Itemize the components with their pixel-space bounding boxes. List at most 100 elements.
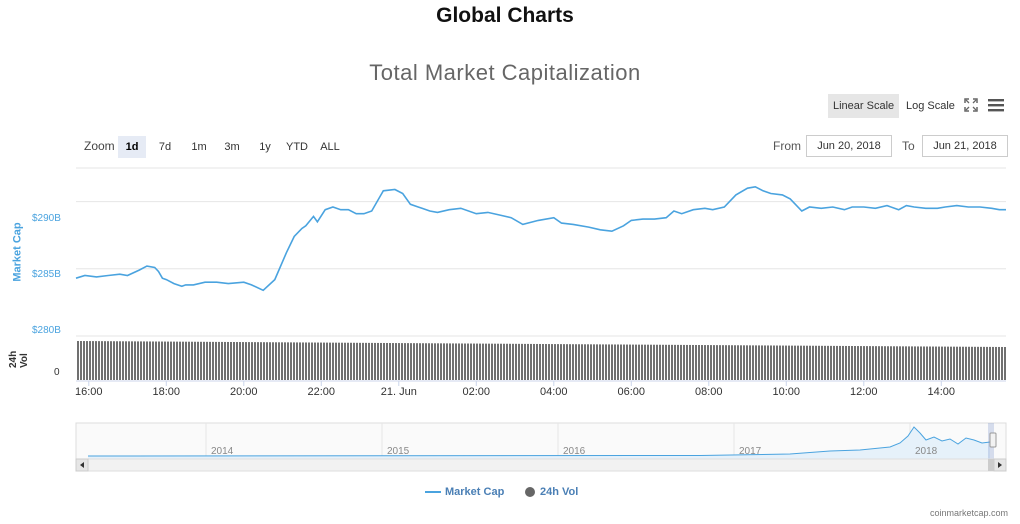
volume-bar [464, 343, 466, 380]
fullscreen-icon[interactable] [964, 98, 978, 112]
volume-bar [677, 344, 679, 380]
volume-bar [962, 346, 964, 380]
zoom-1m-button[interactable]: 1m [191, 141, 207, 153]
volume-bar [992, 346, 994, 380]
volume-bar [665, 344, 667, 380]
volume-bar [707, 345, 709, 380]
volume-bar [656, 344, 658, 380]
volume-bar [611, 344, 613, 380]
volume-bar [356, 342, 358, 380]
volume-bar [671, 344, 673, 380]
volume-bar [266, 342, 268, 380]
zoom-7d-button[interactable]: 7d [158, 141, 172, 153]
volume-bar [278, 342, 280, 380]
volume-bar [419, 343, 421, 380]
volume-bar [344, 342, 346, 380]
volume-bar [584, 344, 586, 380]
volume-bar [239, 342, 241, 380]
volume-zero-label: 0 [54, 367, 60, 378]
volume-bar [482, 343, 484, 380]
volume-bar [722, 345, 724, 380]
volume-bar [446, 343, 448, 380]
credit-link[interactable]: coinmarketcap.com [929, 508, 1008, 518]
volume-bar [275, 342, 277, 380]
linear-scale-button[interactable]: Linear Scale [828, 94, 900, 118]
volume-bar [890, 346, 892, 380]
volume-bar [806, 345, 808, 380]
volume-bar [860, 346, 862, 380]
volume-bar [836, 345, 838, 380]
navigator[interactable] [75, 422, 1007, 460]
legend-item-volume[interactable]: 24h Vol [525, 486, 578, 498]
volume-bar [956, 346, 958, 380]
volume-bar [629, 344, 631, 380]
zoom-1y-button[interactable]: 1y [259, 141, 271, 153]
zoom-ytd-button[interactable]: YTD [286, 141, 308, 153]
volume-bar [497, 343, 499, 380]
volume-bar [995, 346, 997, 380]
volume-bar [653, 344, 655, 380]
navigator-year-label: 2016 [563, 446, 586, 457]
volume-bar [488, 343, 490, 380]
volume-bar [560, 344, 562, 380]
volume-bar [335, 342, 337, 380]
navigator-scrollbar[interactable] [75, 458, 1007, 472]
to-date-input[interactable]: Jun 21, 2018 [922, 135, 1008, 157]
volume-bar [881, 346, 883, 380]
volume-bar [857, 346, 859, 380]
volume-bar [440, 343, 442, 380]
volume-bar [155, 341, 157, 380]
volume-bar [725, 345, 727, 380]
volume-bar [83, 341, 85, 380]
volume-bar [674, 344, 676, 380]
zoom-all-button[interactable]: ALL [320, 141, 340, 153]
volume-bar [422, 343, 424, 380]
volume-bar [908, 346, 910, 380]
volume-bar [371, 342, 373, 380]
volume-bar [614, 344, 616, 380]
x-tick-label: 18:00 [152, 386, 181, 398]
volume-bar [77, 341, 79, 380]
volume-bar [119, 341, 121, 380]
from-date-input[interactable]: Jun 20, 2018 [806, 135, 892, 157]
x-axis [76, 380, 1006, 386]
volume-bar [575, 344, 577, 380]
volume-bar [542, 344, 544, 380]
volume-bar [818, 345, 820, 380]
volume-bar [608, 344, 610, 380]
volume-bar [203, 341, 205, 380]
volume-bar [896, 346, 898, 380]
volume-bar [104, 341, 106, 380]
volume-bar [107, 341, 109, 380]
x-tick-label: 06:00 [617, 386, 646, 398]
volume-bar [551, 344, 553, 380]
volume-bar [242, 342, 244, 380]
volume-bar [206, 341, 208, 380]
zoom-3m-button[interactable]: 3m [224, 141, 240, 153]
volume-bar [842, 345, 844, 380]
volume-bar [827, 345, 829, 380]
volume-bar [449, 343, 451, 380]
zoom-1d-button[interactable]: 1d [118, 136, 146, 158]
hamburger-menu-icon[interactable] [987, 97, 1005, 113]
volume-bar [311, 342, 313, 380]
volume-bar [965, 346, 967, 380]
log-scale-button[interactable]: Log Scale [906, 100, 955, 112]
volume-bar [821, 345, 823, 380]
volume-bar [299, 342, 301, 380]
volume-bar [650, 344, 652, 380]
volume-bar [167, 341, 169, 380]
volume-bar [350, 342, 352, 380]
volume-bar [938, 346, 940, 380]
volume-bar [329, 342, 331, 380]
volume-bar [587, 344, 589, 380]
legend-item-market-cap[interactable]: Market Cap [425, 486, 504, 498]
volume-bar [833, 345, 835, 380]
volume-bar [296, 342, 298, 380]
volume-bar [317, 342, 319, 380]
navigator-year-label: 2017 [739, 446, 762, 457]
volume-bar [140, 341, 142, 380]
volume-bar [368, 342, 370, 380]
volume-bar [227, 341, 229, 380]
volume-bar [521, 343, 523, 380]
